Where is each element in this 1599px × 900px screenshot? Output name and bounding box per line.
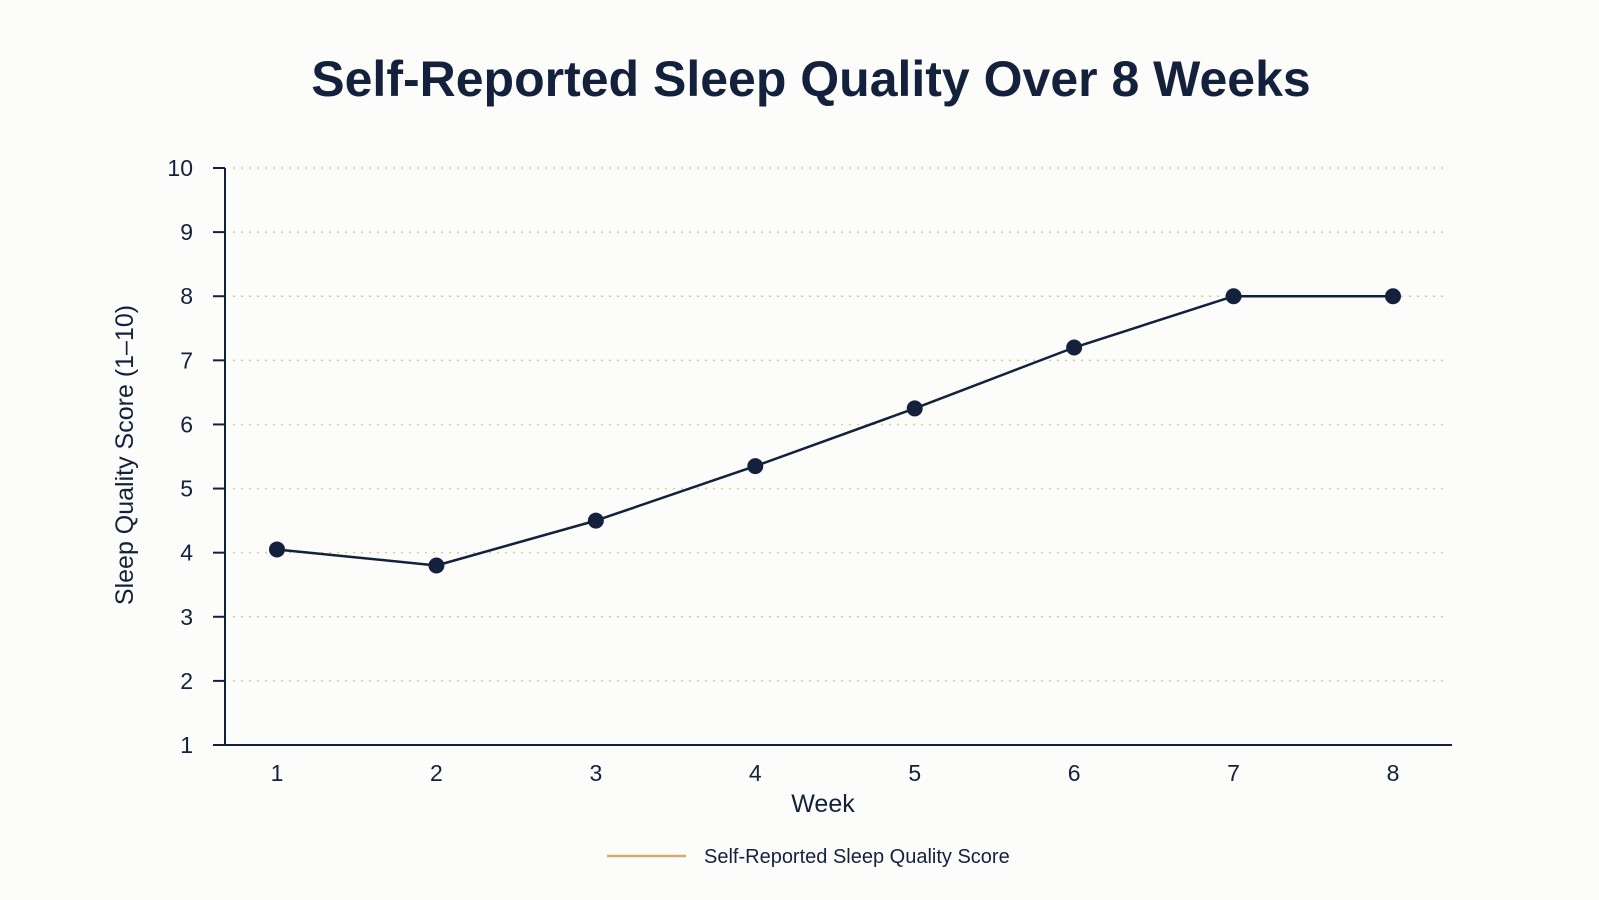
x-tick-label: 3 [589, 760, 602, 786]
y-tick-label: 9 [180, 219, 193, 245]
y-axis-label: Sleep Quality Score (1–10) [111, 305, 139, 605]
y-tick-label: 10 [167, 155, 193, 181]
x-tick-label: 5 [908, 760, 921, 786]
series-group [269, 288, 1401, 574]
y-tick-label: 4 [180, 540, 193, 566]
data-point [1066, 339, 1083, 356]
data-point [747, 458, 764, 475]
data-point [587, 512, 604, 529]
x-axis-label: Week [791, 790, 855, 818]
y-tick-label: 7 [180, 347, 193, 373]
chart-title: Self-Reported Sleep Quality Over 8 Weeks [311, 51, 1310, 107]
y-tick-label: 8 [180, 283, 193, 309]
y-axis-tick-labels: 1 2 3 4 5 6 7 8 9 10 [167, 155, 193, 758]
x-tick-label: 8 [1387, 760, 1400, 786]
data-point [1385, 288, 1401, 305]
x-tick-label: 1 [271, 760, 284, 786]
y-tick-label: 6 [180, 411, 193, 437]
y-tick-label: 1 [180, 732, 193, 758]
grid-lines [233, 167, 1444, 682]
data-point [428, 557, 445, 574]
series-line [276, 294, 1393, 567]
data-point [906, 400, 923, 417]
y-tick-label: 2 [180, 668, 193, 694]
x-tick-label: 2 [430, 760, 443, 786]
axes [213, 167, 1452, 746]
legend-label: Self-Reported Sleep Quality Score [704, 846, 1010, 868]
y-tick-label: 5 [180, 476, 193, 502]
x-axis-tick-labels: 1 2 3 4 5 6 7 8 [271, 760, 1400, 786]
data-point [1225, 288, 1242, 305]
x-tick-label: 4 [749, 760, 762, 786]
legend: Self-Reported Sleep Quality Score [607, 846, 1010, 868]
y-tick-label: 3 [180, 604, 193, 630]
x-tick-label: 7 [1227, 760, 1240, 786]
data-point [269, 541, 285, 558]
x-tick-label: 6 [1068, 760, 1081, 786]
